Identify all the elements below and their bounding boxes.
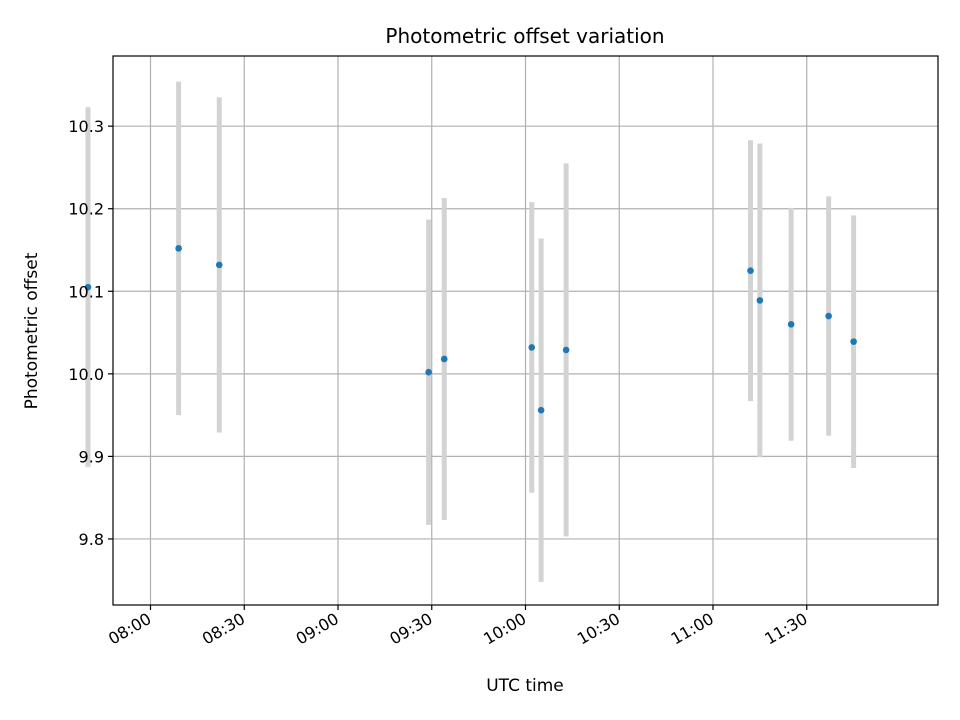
- x-axis-label: UTC time: [486, 676, 564, 696]
- y-axis: 9.8 9.9 10.0 10.1 10.2 10.3: [68, 117, 113, 549]
- y-tick-label: 9.8: [79, 530, 104, 549]
- y-tick-label: 10.2: [68, 200, 104, 219]
- data-point: [747, 267, 754, 274]
- data-point: [175, 245, 182, 252]
- y-tick-label: 10.1: [68, 282, 104, 301]
- y-tick-label: 9.9: [79, 447, 104, 466]
- data-point: [425, 368, 432, 376]
- data-point: [825, 312, 832, 320]
- data-point: [850, 338, 857, 345]
- data-point: [84, 283, 92, 291]
- data-point: [440, 355, 448, 363]
- grid: [113, 56, 938, 605]
- chart-title: Photometric offset variation: [385, 24, 664, 48]
- y-tick-label: 10.3: [68, 117, 104, 136]
- data-point: [537, 406, 545, 414]
- data-point: [215, 261, 223, 269]
- data-point: [756, 297, 764, 304]
- y-tick-label: 10.0: [68, 365, 104, 384]
- data-points: [84, 245, 857, 414]
- y-axis-label: Photometric offset: [22, 252, 42, 409]
- data-point: [787, 321, 795, 328]
- data-point: [562, 346, 570, 354]
- data-point: [528, 344, 536, 351]
